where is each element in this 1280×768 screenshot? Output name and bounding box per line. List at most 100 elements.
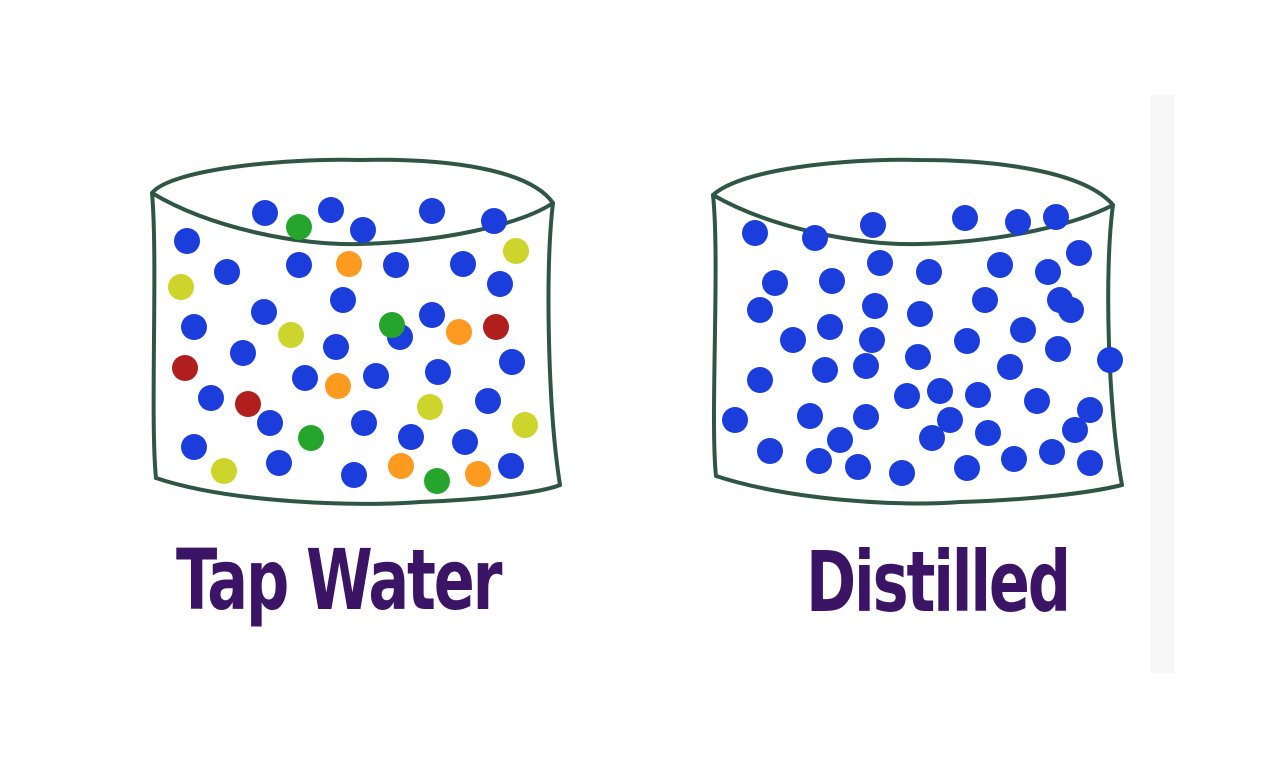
water-molecule — [1045, 336, 1071, 362]
water-molecule — [1062, 417, 1088, 443]
water-molecule — [853, 404, 879, 430]
water-molecule — [1035, 259, 1061, 285]
water-molecule — [853, 353, 879, 379]
impurity-particle-yellow — [278, 322, 304, 348]
impurity-particle-yellow — [417, 394, 443, 420]
water-molecule — [972, 287, 998, 313]
tap-container-outline — [150, 157, 562, 506]
water-molecule — [802, 225, 828, 251]
water-molecule — [965, 382, 991, 408]
impurity-particle-yellow — [503, 238, 529, 264]
impurity-particle-green — [286, 214, 312, 240]
water-molecule — [954, 455, 980, 481]
water-molecule — [1066, 240, 1092, 266]
water-molecule — [475, 388, 501, 414]
water-molecule — [286, 252, 312, 278]
water-molecule — [806, 448, 832, 474]
water-molecule — [919, 425, 945, 451]
water-molecule — [419, 198, 445, 224]
water-molecule — [722, 407, 748, 433]
water-molecule — [1010, 317, 1036, 343]
water-molecule — [860, 212, 886, 238]
water-molecule — [341, 462, 367, 488]
distilled-label: Distilled — [806, 533, 1071, 631]
water-molecule — [398, 424, 424, 450]
water-molecule — [1005, 209, 1031, 235]
water-molecule — [1039, 439, 1065, 465]
impurity-particle-orange — [336, 251, 362, 277]
impurity-particle-yellow — [168, 274, 194, 300]
impurity-particle-yellow — [512, 412, 538, 438]
water-molecule — [894, 383, 920, 409]
water-molecule — [487, 271, 513, 297]
water-molecule — [318, 197, 344, 223]
water-molecule — [498, 453, 524, 479]
water-molecule — [987, 252, 1013, 278]
water-molecule — [954, 328, 980, 354]
water-molecule — [757, 438, 783, 464]
water-molecule — [383, 252, 409, 278]
water-molecule — [363, 363, 389, 389]
water-molecule — [266, 450, 292, 476]
impurity-particle-green — [379, 312, 405, 338]
water-molecule — [1024, 388, 1050, 414]
tap-water-particles — [168, 197, 538, 494]
water-molecule — [747, 367, 773, 393]
water-molecule — [1047, 287, 1073, 313]
background-strip — [1150, 95, 1174, 673]
water-molecule — [181, 434, 207, 460]
water-molecule — [975, 420, 1001, 446]
impurity-particle-orange — [325, 373, 351, 399]
water-molecule — [351, 410, 377, 436]
water-molecule — [1001, 446, 1027, 472]
water-molecule — [214, 259, 240, 285]
water-molecule — [742, 220, 768, 246]
water-molecule — [867, 250, 893, 276]
impurity-particle-green — [298, 425, 324, 451]
impurity-particle-orange — [465, 461, 491, 487]
water-molecule — [889, 460, 915, 486]
water-molecule — [997, 354, 1023, 380]
water-molecule — [747, 297, 773, 323]
water-molecule — [827, 427, 853, 453]
water-molecule — [230, 340, 256, 366]
water-molecule — [257, 410, 283, 436]
water-molecule — [251, 299, 277, 325]
water-molecule — [762, 270, 788, 296]
water-molecule — [1077, 450, 1103, 476]
water-molecule — [350, 217, 376, 243]
water-molecule — [252, 200, 278, 226]
tap-water-container — [150, 157, 562, 506]
water-molecule — [419, 302, 445, 328]
impurity-particle-orange — [388, 453, 414, 479]
water-molecule — [819, 268, 845, 294]
water-molecule — [905, 344, 931, 370]
tap-water-label: Tap Water — [176, 531, 502, 629]
water-molecule — [859, 327, 885, 353]
water-molecule — [452, 429, 478, 455]
water-molecule — [907, 301, 933, 327]
water-molecule — [323, 334, 349, 360]
water-molecule — [812, 357, 838, 383]
water-molecule — [425, 359, 451, 385]
water-molecule — [916, 259, 942, 285]
water-molecule — [952, 205, 978, 231]
distilled-water-container — [711, 157, 1124, 506]
impurity-particle-red — [483, 314, 509, 340]
water-molecule — [481, 208, 507, 234]
impurity-particle-green — [424, 468, 450, 494]
water-molecule — [1043, 204, 1069, 230]
water-molecule — [937, 407, 963, 433]
water-molecule — [181, 314, 207, 340]
water-molecule — [499, 349, 525, 375]
water-molecule — [1077, 397, 1103, 423]
water-molecule — [797, 403, 823, 429]
impurity-particle-red — [172, 355, 198, 381]
water-molecule — [862, 293, 888, 319]
water-molecule — [1097, 347, 1123, 373]
distilled-container-outline — [711, 157, 1124, 506]
water-molecule — [845, 454, 871, 480]
distilled-water-particles — [722, 204, 1123, 486]
